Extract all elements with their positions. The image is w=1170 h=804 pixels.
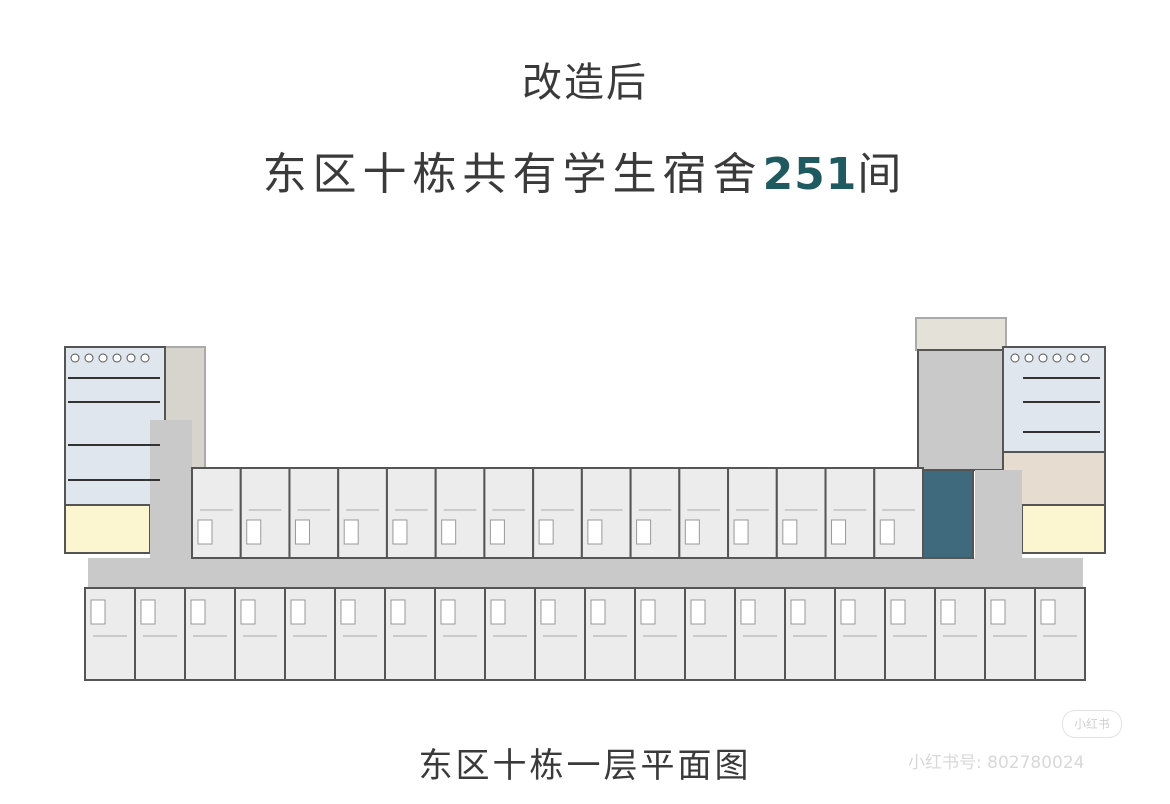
bathroom xyxy=(690,599,706,625)
watermark-logo: 小红书 xyxy=(1062,710,1122,738)
toilet xyxy=(1024,353,1034,363)
bathroom xyxy=(733,519,749,545)
bathroom xyxy=(489,519,505,545)
caption: 东区十栋一层平面图 xyxy=(418,746,752,786)
toilet xyxy=(140,353,150,363)
left-washroom xyxy=(64,346,166,506)
bathroom xyxy=(890,599,906,625)
title: 改造后 xyxy=(522,60,648,106)
main-corridor xyxy=(88,558,1083,588)
bathroom xyxy=(340,599,356,625)
bathroom xyxy=(246,519,262,545)
bathroom xyxy=(90,599,106,625)
toilet xyxy=(84,353,94,363)
right-hall xyxy=(917,349,1004,471)
bathroom xyxy=(990,599,1006,625)
toilet xyxy=(1080,353,1090,363)
toilet xyxy=(126,353,136,363)
bathroom xyxy=(290,599,306,625)
subtitle: 东区十栋共有学生宿舍251间 xyxy=(0,138,1170,202)
bathroom xyxy=(190,599,206,625)
left-corridor xyxy=(150,420,192,560)
watermark: 小红书号: 802780024 xyxy=(908,753,1085,773)
subtitle-text: 东区十栋共有学生宿舍 xyxy=(262,149,763,200)
right-corridor xyxy=(975,470,1022,560)
dorm-room xyxy=(483,467,535,559)
bathroom xyxy=(197,519,213,545)
bathroom xyxy=(636,519,652,545)
room-count: 251 xyxy=(762,149,858,200)
bathroom xyxy=(879,519,895,545)
bathroom xyxy=(740,599,756,625)
bathroom xyxy=(343,519,359,545)
bathroom xyxy=(840,599,856,625)
bathroom xyxy=(240,599,256,625)
toilet xyxy=(70,353,80,363)
bathroom xyxy=(294,519,310,545)
bathroom xyxy=(640,599,656,625)
subtitle-suffix: 间 xyxy=(857,149,908,200)
bathroom xyxy=(790,599,806,625)
toilet xyxy=(112,353,122,363)
toilet xyxy=(1066,353,1076,363)
right-yellow-room xyxy=(1021,504,1106,554)
bathroom xyxy=(392,519,408,545)
bathroom xyxy=(1040,599,1056,625)
teal-room xyxy=(922,469,974,559)
left-yellow-room xyxy=(64,504,151,554)
bathroom xyxy=(587,519,603,545)
bathroom xyxy=(940,599,956,625)
plan-group xyxy=(64,317,1106,681)
bathroom xyxy=(490,599,506,625)
bathroom xyxy=(684,519,700,545)
bathroom xyxy=(390,599,406,625)
bathroom xyxy=(782,519,798,545)
toilet xyxy=(1052,353,1062,363)
bathroom xyxy=(831,519,847,545)
bathroom xyxy=(440,599,456,625)
entrance xyxy=(915,317,1007,351)
bathroom xyxy=(540,599,556,625)
bathroom xyxy=(590,599,606,625)
toilet xyxy=(98,353,108,363)
toilet xyxy=(1010,353,1020,363)
bathroom xyxy=(441,519,457,545)
bathroom xyxy=(538,519,554,545)
right-washroom xyxy=(1002,346,1106,453)
bathroom xyxy=(140,599,156,625)
toilet xyxy=(1038,353,1048,363)
